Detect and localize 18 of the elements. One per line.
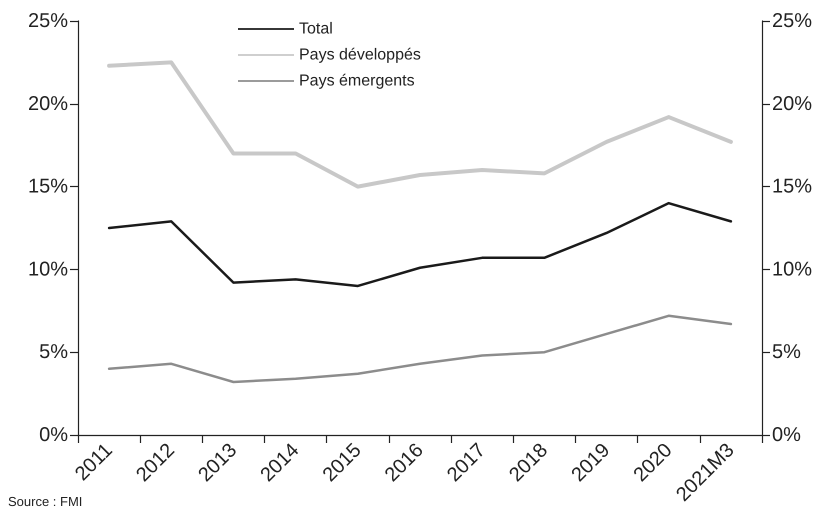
y2-tick-label: 0% — [772, 424, 802, 446]
line-series — [108, 314, 732, 384]
y-tick-label: 0% — [39, 424, 68, 446]
legend-label: Pays développés — [299, 46, 421, 64]
legend-label: Total — [299, 20, 333, 38]
y-tick-label: 20% — [28, 92, 68, 115]
y-tick-label: 25% — [28, 10, 68, 32]
y2-tick-label: 15% — [772, 176, 812, 198]
y2-tick-label: 25% — [772, 10, 812, 32]
y-tick-label: 15% — [28, 176, 68, 198]
y2-tick-label: 5% — [772, 341, 802, 364]
y-tick-label: 10% — [28, 258, 68, 280]
y2-tick-label: 10% — [772, 258, 812, 280]
legend-label: Pays émergents — [299, 72, 415, 90]
y2-tick-label: 20% — [772, 92, 812, 115]
y-tick-label: 5% — [39, 341, 68, 364]
source-note: Source : FMI — [8, 494, 82, 509]
line-series — [108, 202, 732, 288]
